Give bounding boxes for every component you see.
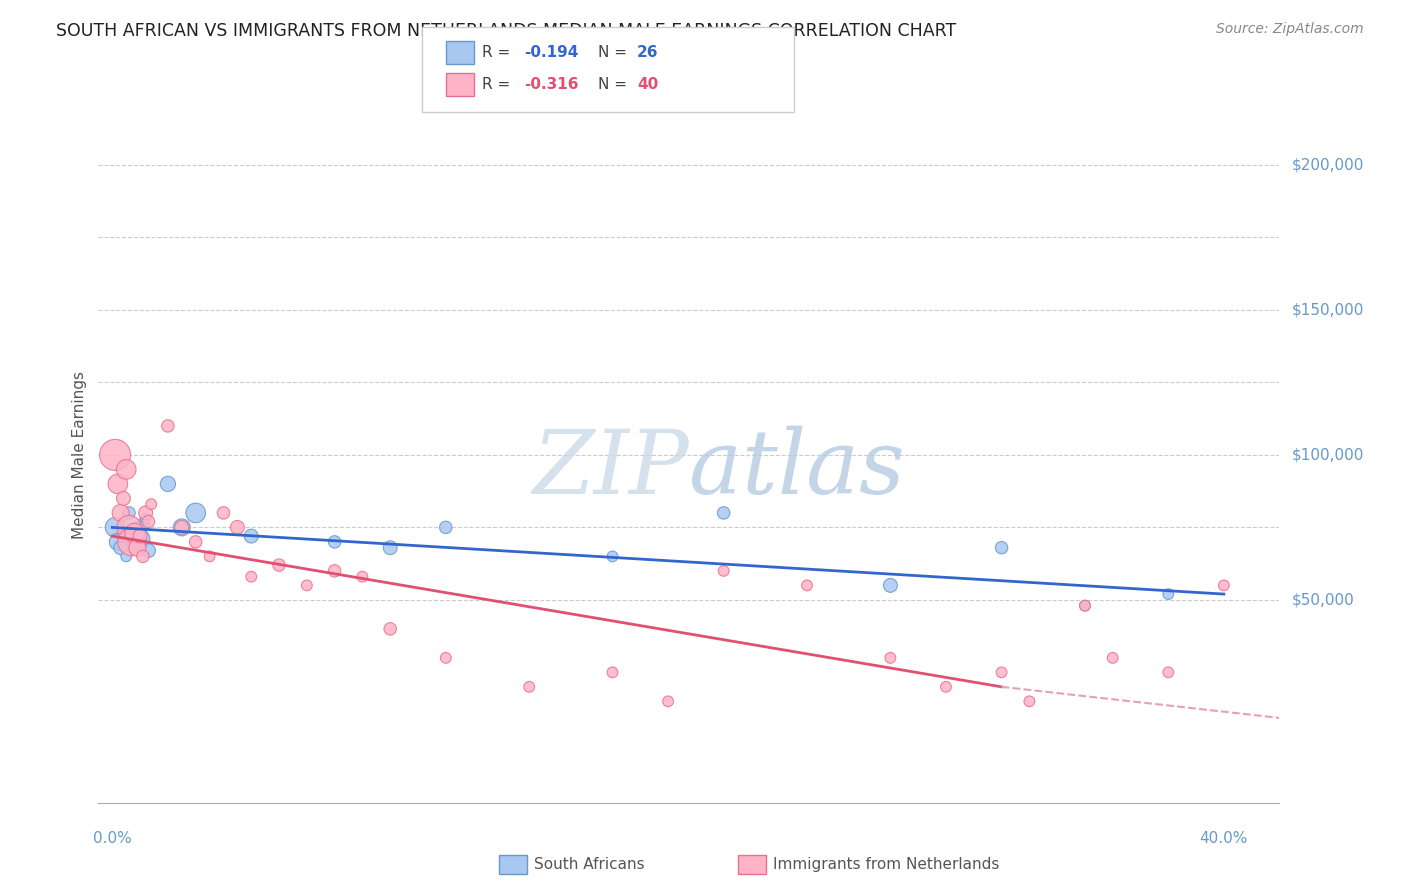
Point bbox=[713, 506, 735, 520]
Point bbox=[124, 538, 146, 552]
Point bbox=[135, 511, 157, 525]
Point bbox=[380, 622, 402, 636]
Point bbox=[1018, 694, 1040, 708]
Point bbox=[132, 517, 155, 532]
Point bbox=[141, 497, 163, 511]
Text: South Africans: South Africans bbox=[534, 857, 645, 871]
Point bbox=[1212, 578, 1234, 592]
Point bbox=[226, 520, 249, 534]
Point bbox=[118, 520, 141, 534]
Point bbox=[156, 419, 179, 434]
Text: atlas: atlas bbox=[689, 425, 904, 512]
Text: Immigrants from Netherlands: Immigrants from Netherlands bbox=[773, 857, 1000, 871]
Point bbox=[713, 564, 735, 578]
Point bbox=[107, 534, 129, 549]
Text: ZIP: ZIP bbox=[533, 425, 689, 512]
Text: -0.316: -0.316 bbox=[524, 78, 579, 92]
Point bbox=[602, 549, 624, 564]
Point bbox=[112, 529, 135, 543]
Point bbox=[127, 523, 149, 537]
Text: 40: 40 bbox=[637, 78, 658, 92]
Point bbox=[602, 665, 624, 680]
Point bbox=[198, 549, 221, 564]
Point bbox=[184, 506, 207, 520]
Point bbox=[1101, 651, 1123, 665]
Point bbox=[295, 578, 318, 592]
Text: 0.0%: 0.0% bbox=[93, 830, 132, 846]
Point bbox=[118, 506, 141, 520]
Point bbox=[107, 476, 129, 491]
Point bbox=[104, 448, 127, 462]
Point bbox=[879, 578, 901, 592]
Point bbox=[135, 506, 157, 520]
Text: -0.194: -0.194 bbox=[524, 45, 579, 60]
Text: N =: N = bbox=[598, 45, 631, 60]
Text: SOUTH AFRICAN VS IMMIGRANTS FROM NETHERLANDS MEDIAN MALE EARNINGS CORRELATION CH: SOUTH AFRICAN VS IMMIGRANTS FROM NETHERL… bbox=[56, 22, 956, 40]
Text: 26: 26 bbox=[637, 45, 658, 60]
Point bbox=[124, 526, 146, 541]
Text: $200,000: $200,000 bbox=[1291, 158, 1364, 172]
Point bbox=[267, 558, 290, 573]
Point bbox=[1074, 599, 1097, 613]
Point bbox=[879, 651, 901, 665]
Point bbox=[323, 534, 346, 549]
Text: R =: R = bbox=[482, 45, 516, 60]
Point bbox=[129, 529, 152, 543]
Point bbox=[796, 578, 818, 592]
Point bbox=[129, 532, 152, 546]
Point bbox=[240, 529, 263, 543]
Text: R =: R = bbox=[482, 78, 516, 92]
Point bbox=[380, 541, 402, 555]
Point bbox=[434, 520, 457, 534]
Y-axis label: Median Male Earnings: Median Male Earnings bbox=[72, 371, 87, 539]
Point bbox=[434, 651, 457, 665]
Point bbox=[132, 549, 155, 564]
Point bbox=[657, 694, 679, 708]
Point bbox=[184, 534, 207, 549]
Point bbox=[121, 534, 143, 549]
Text: N =: N = bbox=[598, 78, 631, 92]
Text: 40.0%: 40.0% bbox=[1199, 830, 1249, 846]
Point bbox=[156, 476, 179, 491]
Point bbox=[112, 491, 135, 506]
Point bbox=[170, 520, 193, 534]
Point bbox=[323, 564, 346, 578]
Point bbox=[990, 665, 1012, 680]
Point bbox=[127, 541, 149, 555]
Point bbox=[110, 506, 132, 520]
Point bbox=[1157, 587, 1180, 601]
Point bbox=[990, 541, 1012, 555]
Point bbox=[104, 520, 127, 534]
Text: $50,000: $50,000 bbox=[1291, 592, 1354, 607]
Point bbox=[1074, 599, 1097, 613]
Point bbox=[110, 541, 132, 555]
Point bbox=[121, 526, 143, 541]
Point bbox=[138, 515, 160, 529]
Text: Source: ZipAtlas.com: Source: ZipAtlas.com bbox=[1216, 22, 1364, 37]
Text: $150,000: $150,000 bbox=[1291, 302, 1364, 318]
Point bbox=[935, 680, 957, 694]
Point bbox=[170, 520, 193, 534]
Point bbox=[1157, 665, 1180, 680]
Point bbox=[240, 570, 263, 584]
Point bbox=[115, 549, 138, 564]
Point bbox=[212, 506, 235, 520]
Point bbox=[138, 543, 160, 558]
Point bbox=[352, 570, 374, 584]
Point bbox=[115, 462, 138, 476]
Text: $100,000: $100,000 bbox=[1291, 448, 1364, 462]
Point bbox=[517, 680, 540, 694]
